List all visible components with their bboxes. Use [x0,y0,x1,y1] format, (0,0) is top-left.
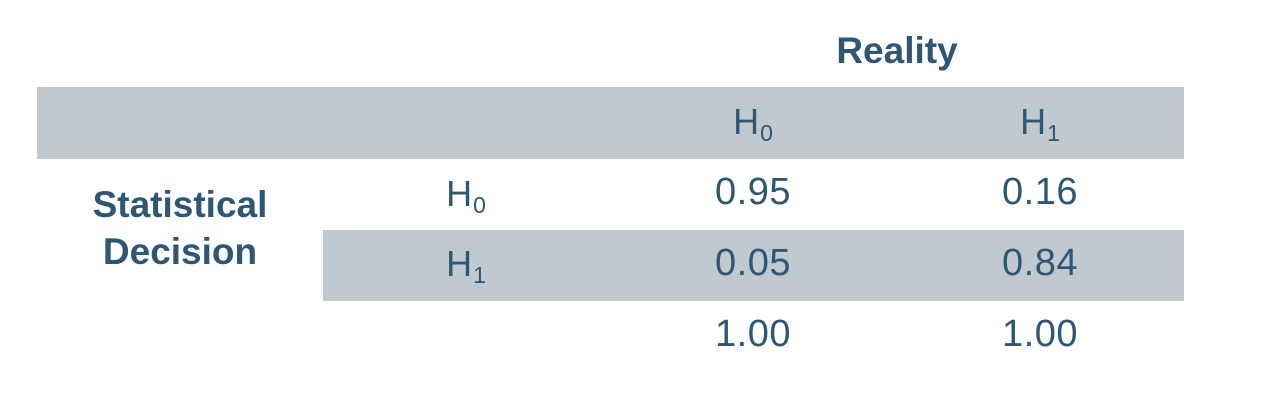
header-band [37,87,1184,159]
reality-heading: Reality [836,30,958,71]
row-band-h1 [323,230,1184,301]
cell-h1-h1: 0.84 [1002,242,1078,284]
row-label-h0: H0 [446,173,486,218]
cell-h0-h1: 0.16 [1002,171,1078,213]
cell-h0-h0: 0.95 [715,171,791,213]
column-header-h1: H1 [1020,101,1060,146]
total-h1: 1.00 [1002,313,1078,355]
cell-h1-h0: 0.05 [715,242,791,284]
row-header-line2: Decision [102,231,258,272]
column-header-h0: H0 [733,101,773,146]
statistical-decision-label: Statistical Decision [60,181,300,275]
total-h0: 1.00 [715,313,791,355]
row-header-line1: Statistical [92,184,268,225]
row-label-h1: H1 [446,243,486,288]
